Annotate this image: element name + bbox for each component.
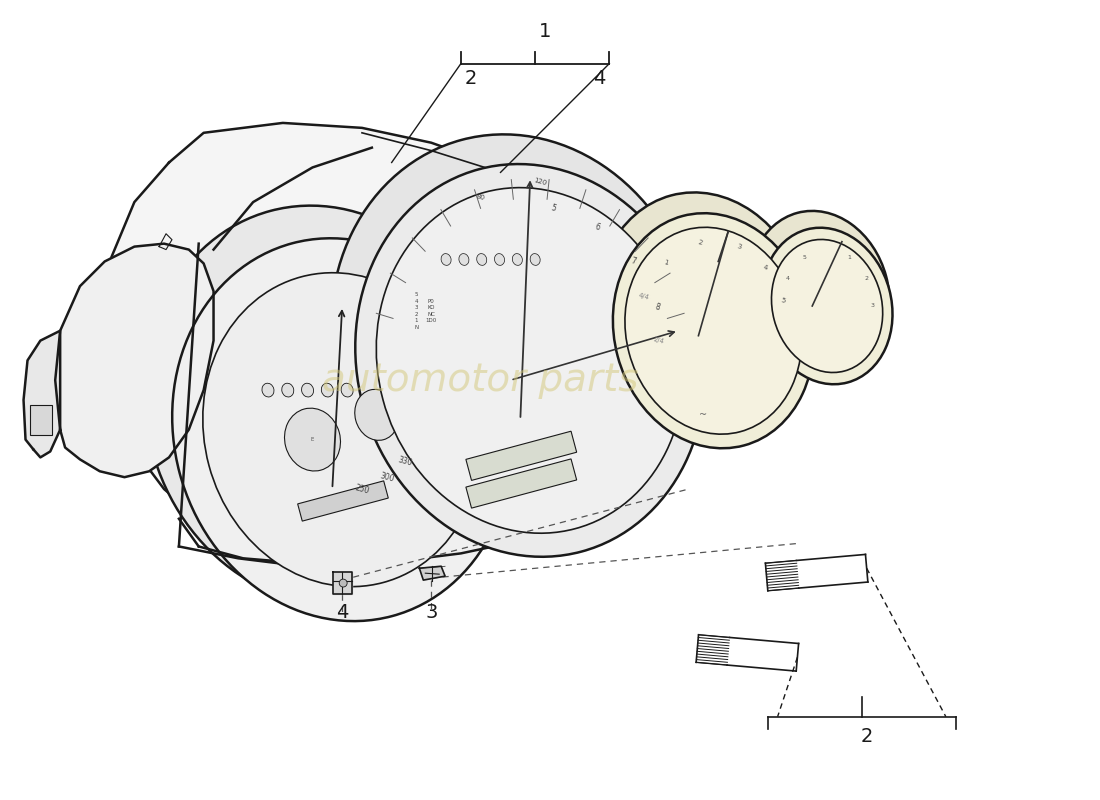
Text: 8: 8 — [653, 302, 661, 313]
Text: 5: 5 — [803, 255, 806, 261]
Text: 5: 5 — [550, 203, 558, 214]
Text: 2/4: 2/4 — [652, 336, 666, 345]
Text: P0
KO
NC
1D0: P0 KO NC 1D0 — [426, 298, 437, 323]
Bar — [298, 481, 388, 521]
Text: 1: 1 — [848, 255, 851, 261]
Ellipse shape — [376, 188, 684, 534]
Text: 3: 3 — [736, 243, 741, 250]
Text: 6: 6 — [594, 222, 602, 232]
Ellipse shape — [355, 390, 399, 440]
Ellipse shape — [771, 239, 882, 373]
Text: 7: 7 — [630, 256, 637, 266]
Bar — [31, 405, 52, 434]
Ellipse shape — [330, 134, 701, 547]
Ellipse shape — [262, 383, 274, 397]
Ellipse shape — [495, 254, 505, 266]
Text: 120: 120 — [532, 178, 548, 187]
Ellipse shape — [285, 408, 341, 471]
Ellipse shape — [321, 383, 333, 397]
Text: 2: 2 — [697, 239, 703, 246]
Polygon shape — [333, 572, 352, 594]
Ellipse shape — [339, 579, 348, 587]
Ellipse shape — [613, 214, 814, 448]
Text: 4: 4 — [786, 276, 790, 281]
Text: 80: 80 — [475, 193, 486, 201]
Ellipse shape — [476, 254, 486, 266]
Text: 4: 4 — [593, 69, 606, 88]
Text: 3: 3 — [425, 603, 438, 622]
Ellipse shape — [144, 206, 500, 604]
Text: 2: 2 — [865, 276, 868, 281]
Text: 4/4: 4/4 — [638, 292, 650, 301]
Text: ~: ~ — [700, 410, 707, 420]
Ellipse shape — [173, 238, 513, 621]
Text: 5: 5 — [780, 297, 785, 304]
Ellipse shape — [355, 164, 705, 557]
Text: E: E — [311, 437, 315, 442]
Ellipse shape — [301, 383, 314, 397]
Polygon shape — [419, 566, 446, 580]
Ellipse shape — [341, 383, 353, 397]
Text: 1: 1 — [539, 22, 551, 42]
Polygon shape — [23, 330, 61, 458]
Text: 4: 4 — [336, 603, 349, 622]
Text: 3: 3 — [870, 303, 874, 309]
Text: 5
4
3
2
1
N: 5 4 3 2 1 N — [415, 292, 418, 330]
Text: 4: 4 — [763, 264, 769, 271]
Text: 1: 1 — [662, 259, 669, 266]
Ellipse shape — [441, 254, 451, 266]
Text: 300: 300 — [378, 471, 395, 483]
Ellipse shape — [530, 254, 540, 266]
Bar — [466, 459, 576, 508]
Ellipse shape — [282, 383, 294, 397]
Ellipse shape — [749, 211, 890, 378]
Ellipse shape — [761, 228, 892, 384]
Text: automotor parts: automotor parts — [322, 362, 639, 399]
Polygon shape — [104, 123, 634, 560]
Ellipse shape — [597, 193, 810, 439]
Text: 2: 2 — [860, 727, 873, 746]
Ellipse shape — [202, 273, 482, 586]
Text: 330: 330 — [397, 455, 414, 467]
Polygon shape — [55, 244, 213, 477]
Ellipse shape — [513, 254, 522, 266]
Text: 250: 250 — [354, 483, 370, 495]
Ellipse shape — [459, 254, 469, 266]
Bar — [466, 431, 576, 481]
Ellipse shape — [625, 227, 802, 434]
Text: 2: 2 — [464, 69, 477, 88]
